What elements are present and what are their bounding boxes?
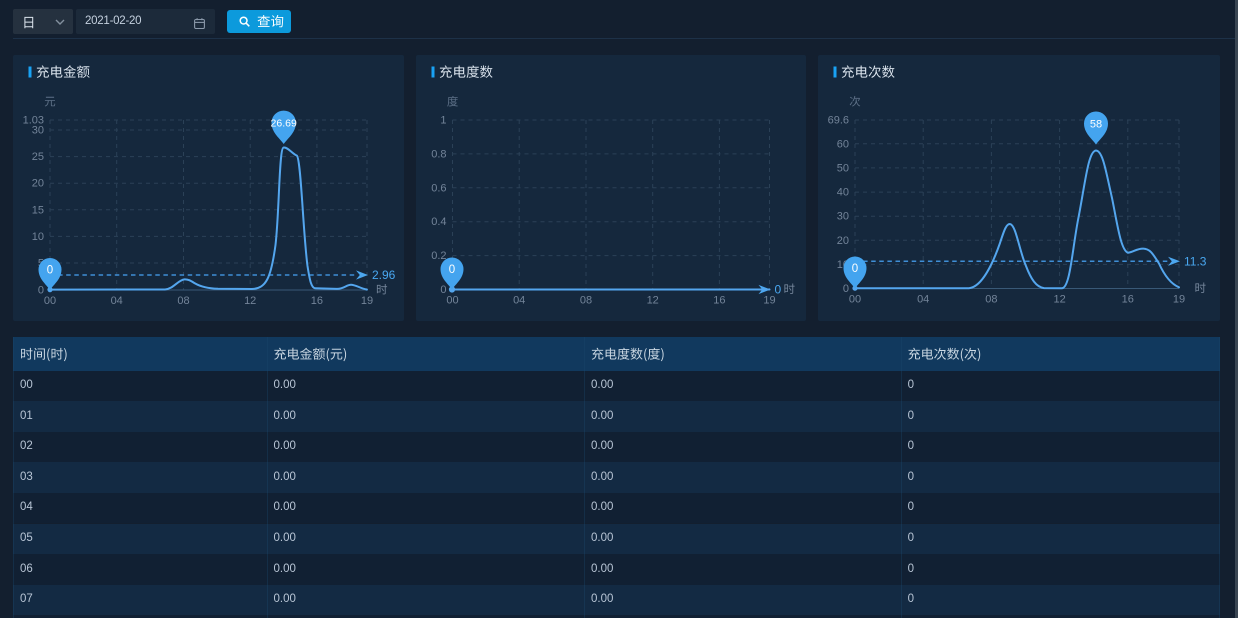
svg-text:30: 30: [32, 125, 44, 137]
svg-text:0.4: 0.4: [431, 216, 446, 228]
svg-text:08: 08: [985, 294, 997, 306]
svg-text:10: 10: [32, 231, 44, 243]
svg-text:60: 60: [837, 138, 849, 150]
svg-text:25: 25: [32, 151, 44, 163]
svg-text:15: 15: [32, 204, 44, 216]
svg-text:0: 0: [448, 264, 454, 276]
svg-text:19: 19: [1173, 294, 1185, 306]
svg-text:00: 00: [446, 295, 458, 307]
svg-text:0.8: 0.8: [431, 148, 446, 160]
svg-text:0: 0: [852, 263, 858, 275]
svg-text:08: 08: [177, 295, 189, 307]
svg-text:0: 0: [47, 265, 53, 277]
svg-text:12: 12: [1053, 294, 1065, 306]
svg-text:00: 00: [44, 295, 56, 307]
svg-text:0.6: 0.6: [431, 182, 446, 194]
svg-text:08: 08: [579, 295, 591, 307]
svg-text:20: 20: [837, 235, 849, 247]
svg-text:04: 04: [917, 294, 929, 306]
svg-text:0: 0: [843, 283, 849, 295]
svg-text:40: 40: [837, 187, 849, 199]
svg-text:19: 19: [361, 295, 373, 307]
svg-text:20: 20: [32, 178, 44, 190]
svg-text:04: 04: [513, 295, 525, 307]
svg-text:30: 30: [837, 211, 849, 223]
svg-text:50: 50: [837, 162, 849, 174]
svg-text:12: 12: [244, 295, 256, 307]
svg-text:26.69: 26.69: [271, 118, 297, 130]
svg-text:58: 58: [1090, 118, 1102, 130]
svg-text:12: 12: [646, 295, 658, 307]
svg-text:0.2: 0.2: [431, 250, 446, 262]
svg-text:04: 04: [111, 295, 123, 307]
svg-text:0: 0: [38, 285, 44, 297]
svg-text:16: 16: [713, 295, 725, 307]
svg-text:16: 16: [311, 295, 323, 307]
svg-text:0: 0: [440, 284, 446, 296]
svg-text:1.03: 1.03: [23, 115, 44, 127]
svg-text:11.3: 11.3: [1184, 254, 1207, 268]
svg-text:69.6: 69.6: [828, 115, 849, 127]
svg-text:0: 0: [774, 283, 781, 297]
svg-text:19: 19: [763, 295, 775, 307]
svg-text:16: 16: [1122, 294, 1134, 306]
svg-text:2.96: 2.96: [372, 268, 396, 282]
svg-text:00: 00: [849, 294, 861, 306]
svg-text:1: 1: [440, 115, 446, 127]
